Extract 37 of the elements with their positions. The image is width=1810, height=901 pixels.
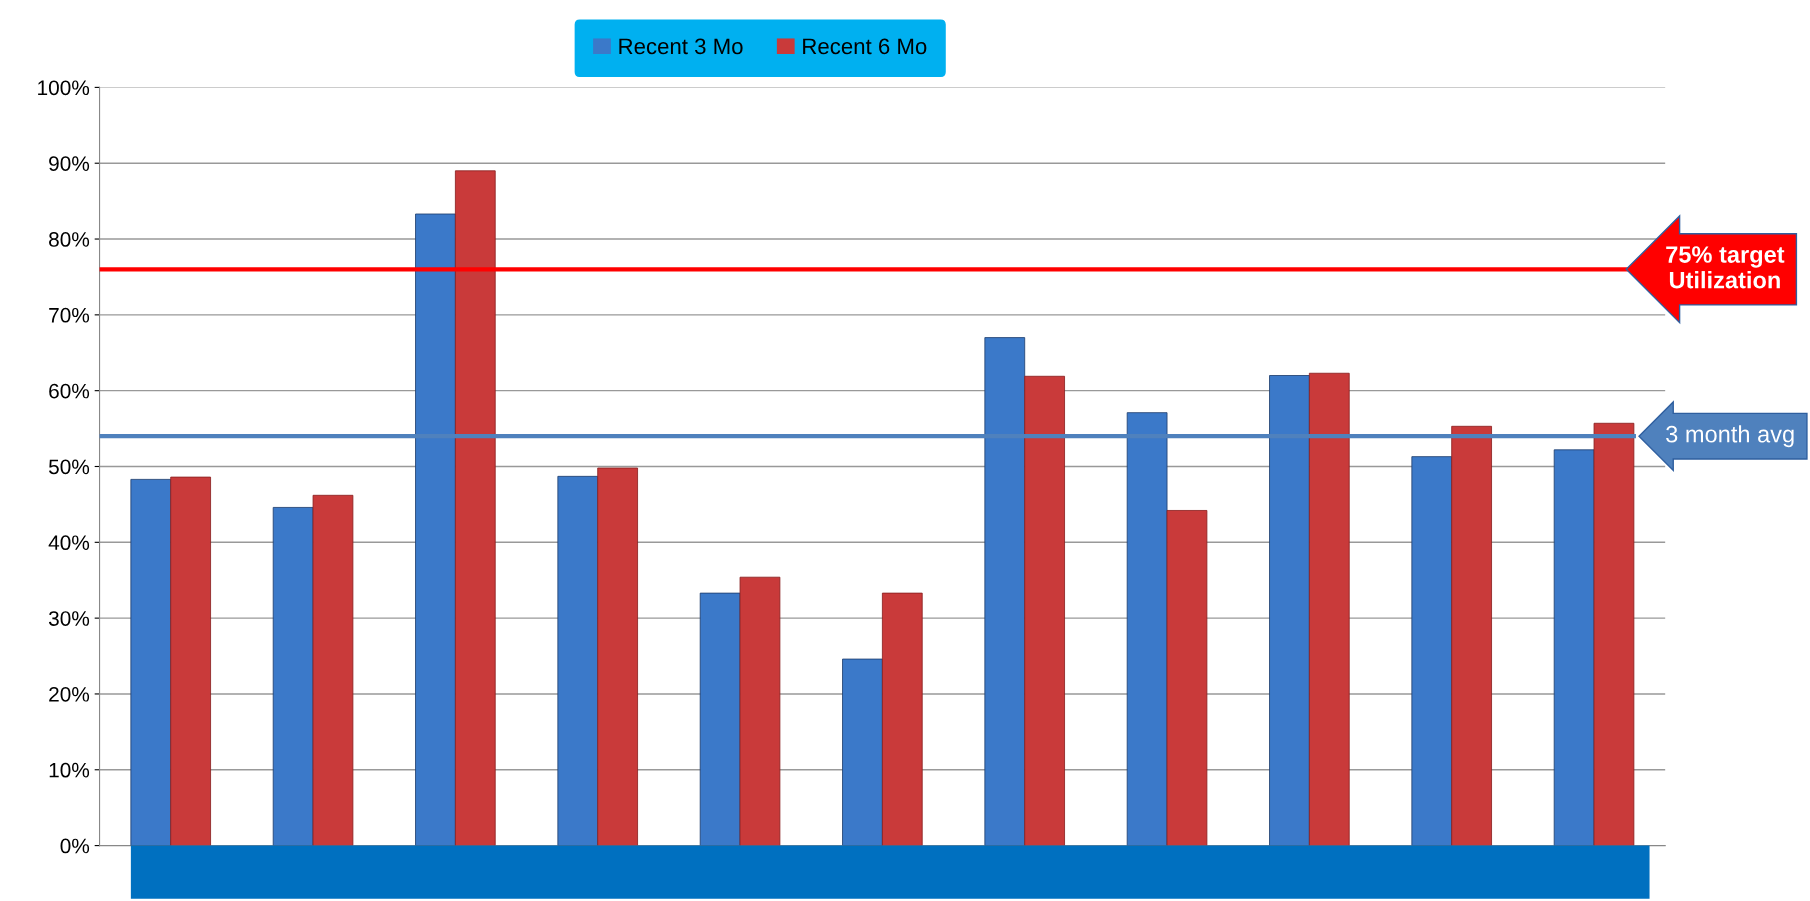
bar — [415, 213, 456, 846]
y-tick-label: 90% — [49, 156, 90, 171]
y-tick-label: 0% — [60, 838, 90, 854]
bar — [1451, 425, 1492, 846]
y-tick-label: 30% — [48, 611, 90, 626]
legend-label: Recent 3 Mo — [619, 38, 743, 55]
bar — [130, 478, 172, 846]
bar — [272, 507, 314, 846]
bar — [1593, 422, 1635, 846]
bar — [1308, 372, 1350, 846]
y-tick-label: 60% — [49, 383, 90, 399]
bar — [881, 592, 923, 846]
y-tick-label: 10% — [49, 762, 90, 778]
y-tick-label: 20% — [49, 686, 90, 702]
ref-line-label: 75% target Utilization — [1666, 246, 1785, 289]
ref-line-label: 3 month avg — [1666, 425, 1794, 448]
legend-label: Recent 6 Mo — [803, 38, 927, 55]
bar — [597, 467, 638, 846]
y-tick-label: 100% — [38, 80, 90, 96]
bar — [557, 475, 599, 846]
bar — [312, 494, 354, 846]
y-tick-label: 80% — [49, 232, 90, 247]
bar — [170, 476, 211, 846]
bar — [1269, 375, 1310, 846]
bar — [984, 337, 1026, 846]
y-tick-label: 40% — [48, 535, 90, 551]
y-tick-label: 50% — [48, 459, 90, 475]
bar — [1553, 449, 1595, 846]
bar — [699, 592, 741, 846]
bar — [454, 170, 496, 846]
bar — [1411, 456, 1453, 846]
bar — [842, 658, 883, 846]
y-tick-label: 70% — [49, 307, 90, 323]
bar — [739, 576, 781, 846]
bar — [1166, 510, 1208, 846]
bar — [1024, 375, 1065, 846]
bar — [1126, 412, 1168, 846]
